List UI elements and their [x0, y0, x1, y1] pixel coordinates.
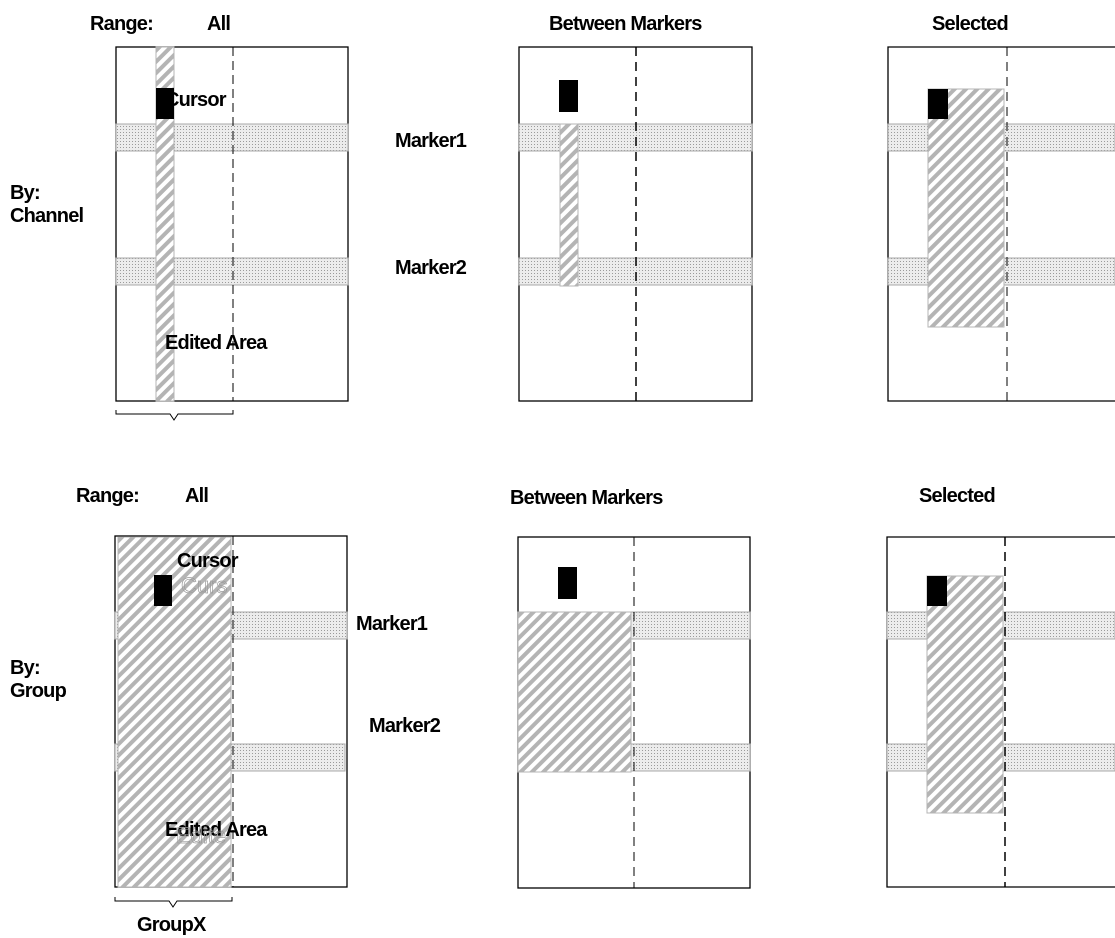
edited-area-label: Edited Area — [165, 819, 268, 841]
edited-area — [155, 46, 175, 402]
by-label: By: — [10, 182, 40, 204]
edited-area — [117, 536, 232, 888]
panel-between-markers: Between Markers — [518, 13, 753, 402]
marker2-band — [115, 257, 349, 286]
panel-heading: All — [207, 13, 230, 35]
cursor-block — [558, 567, 577, 599]
cursor-label: Cursor — [165, 89, 227, 111]
edited-area-ghost-label: Edite — [176, 823, 226, 848]
panel-heading: All — [185, 485, 208, 507]
panel-all: Range: All Cursor Edited Area — [90, 13, 349, 421]
marker1-label: Marker1 — [395, 130, 467, 152]
edited-area-label: Edited Area — [165, 332, 268, 354]
panel-between-markers: Between Markers — [510, 487, 751, 889]
edited-area — [927, 88, 1005, 328]
cursor-block — [559, 80, 578, 112]
marker1-band — [115, 123, 349, 152]
panel-heading: Between Markers — [510, 487, 663, 509]
edited-area — [517, 611, 632, 773]
group-brace — [114, 897, 233, 908]
group-label: GroupX — [137, 914, 207, 936]
edited-area — [926, 575, 1004, 814]
cursor-block — [928, 89, 948, 119]
by-label: By: — [10, 657, 40, 679]
by-value: Group — [10, 680, 67, 702]
marker2-label: Marker2 — [369, 715, 441, 737]
panel-selected: Selected — [886, 485, 1115, 888]
marker2-label: Marker2 — [395, 257, 467, 279]
range-label: Range: — [90, 13, 153, 35]
panel-selected: Selected — [887, 13, 1115, 402]
by-value: Channel — [10, 205, 84, 227]
group-brace — [115, 410, 234, 421]
range-label: Range: — [76, 485, 139, 507]
cursor-ghost-label: Curs — [181, 573, 227, 598]
panel-heading: Selected — [919, 485, 995, 507]
row-by-group: By: Group Range: All Cursor Curs Edited … — [10, 485, 1115, 936]
row-by-channel: By: Channel Range: All Cursor Edited Are… — [10, 13, 1115, 421]
marker1-label: Marker1 — [356, 613, 428, 635]
panel-all: Range: All Cursor Curs Edited Area Edite… — [76, 485, 348, 936]
panel-frame — [115, 46, 349, 402]
panel-heading: Between Markers — [549, 13, 702, 35]
cursor-block — [927, 576, 947, 606]
cursor-block — [154, 575, 172, 606]
cursor-label: Cursor — [177, 550, 239, 572]
edited-area — [559, 123, 579, 287]
panel-heading: Selected — [932, 13, 1008, 35]
cursor-block — [156, 88, 174, 119]
